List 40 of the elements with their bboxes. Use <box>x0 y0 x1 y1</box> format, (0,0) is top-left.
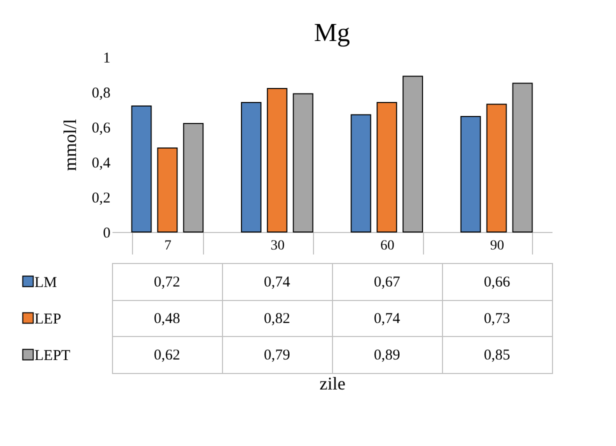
data-label: 0,67 <box>374 274 401 290</box>
bar <box>183 123 204 232</box>
data-label: 0,73 <box>484 311 510 327</box>
data-label: 0,82 <box>264 311 290 327</box>
text: zile <box>320 374 346 394</box>
x-tick-label: 90 <box>490 238 504 254</box>
bar <box>376 102 398 232</box>
data-label: 0,79 <box>264 348 290 364</box>
y-tick-label: 0 <box>103 226 110 242</box>
bar <box>292 93 314 232</box>
bar <box>350 114 372 232</box>
legend-label: LEP <box>34 312 62 328</box>
y-tick-label: 0,6 <box>92 120 111 136</box>
data-label: 0,66 <box>484 274 511 290</box>
bar <box>240 102 262 232</box>
bar <box>486 104 507 232</box>
legend-label: LM <box>34 274 57 291</box>
data-label: 0,74 <box>374 311 401 327</box>
data-label: 0,72 <box>154 274 180 290</box>
y-tick-label: 0,4 <box>92 156 111 172</box>
bar <box>131 106 152 232</box>
bar <box>512 82 533 232</box>
bar <box>402 76 424 232</box>
y-tick-label: 0,8 <box>92 86 110 102</box>
x-tick-label: 7 <box>164 238 172 254</box>
data-label: 0,85 <box>484 348 510 364</box>
y-tick-label: 1 <box>103 50 110 66</box>
data-label: 0,74 <box>264 274 291 290</box>
bar <box>157 148 178 232</box>
legend-label: LEPT <box>34 348 70 364</box>
y-axis-title: mmol/l <box>60 118 80 172</box>
data-label: 0,48 <box>154 311 180 327</box>
x-tick-label: 60 <box>380 238 394 254</box>
data-label: 0,62 <box>154 348 180 364</box>
y-tick-label: 0,2 <box>92 190 110 206</box>
chart-title: Mg <box>314 18 350 47</box>
x-tick-label: 30 <box>270 238 285 254</box>
bar <box>460 116 481 232</box>
data-label: 0,89 <box>374 348 400 364</box>
bar <box>266 88 288 232</box>
